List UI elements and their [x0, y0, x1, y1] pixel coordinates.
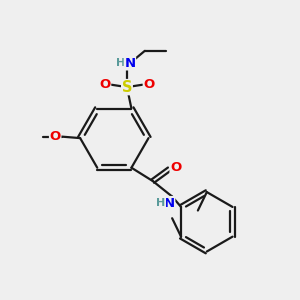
Text: O: O — [50, 130, 61, 143]
Text: S: S — [122, 80, 132, 94]
Text: H: H — [156, 198, 166, 208]
Text: O: O — [170, 161, 181, 174]
Text: N: N — [164, 196, 175, 210]
Text: O: O — [99, 78, 111, 91]
Text: O: O — [143, 78, 155, 91]
Text: N: N — [124, 57, 136, 70]
Text: H: H — [116, 58, 125, 68]
